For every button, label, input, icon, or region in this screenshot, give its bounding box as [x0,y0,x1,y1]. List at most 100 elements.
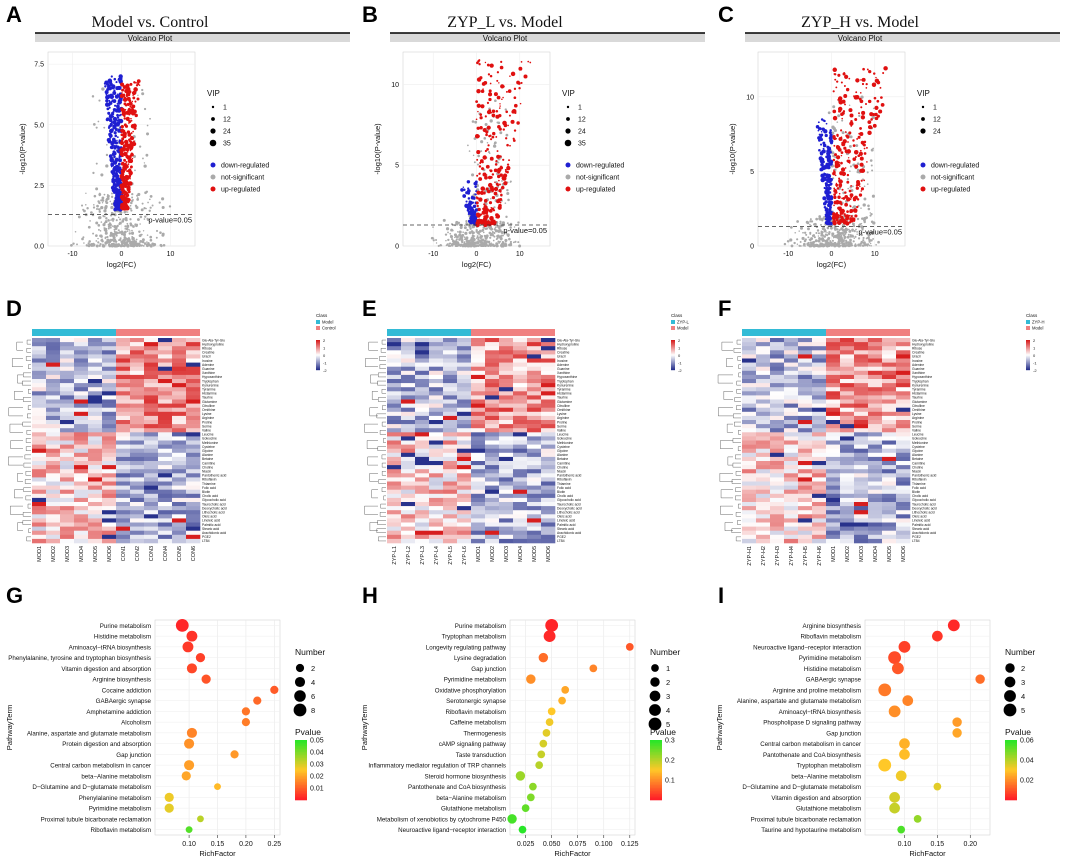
heatmap-cell [415,473,429,477]
data-point [861,245,863,247]
heatmap-cell [186,428,200,432]
heatmap-cell [854,490,868,494]
heatmap-cell [401,441,415,445]
data-point [850,165,852,167]
data-point [121,241,123,243]
x-tick-label: 0 [830,251,834,258]
heatmap-cell [60,514,74,518]
heatmap-cell [46,379,60,383]
heatmap-cell [443,539,457,543]
data-point [121,190,123,192]
heatmap-cell [116,449,130,453]
data-point [858,112,860,114]
heatmap-cell [485,420,499,424]
data-point [486,227,488,229]
data-point [507,125,509,127]
data-point [500,166,502,168]
heatmap-cell [471,404,485,408]
heatmap-cell [60,527,74,531]
data-point [125,125,128,128]
heatmap-cell [756,420,770,424]
heatmap-cell [60,445,74,449]
data-point [844,85,846,87]
heatmap-cell [784,494,798,498]
heatmap-cell [443,477,457,481]
heatmap-cell [401,502,415,506]
heatmap-cell [144,354,158,358]
data-point [472,235,475,238]
data-point [455,244,458,247]
data-point [122,234,124,236]
data-point [464,226,467,229]
data-point [834,242,836,244]
data-point [848,230,851,233]
heatmap-cell [74,449,88,453]
data-point [111,212,113,214]
data-point [796,220,799,223]
heatmap-cell [798,383,812,387]
heatmap-cell [158,494,172,498]
data-point [450,229,453,232]
data-point [499,127,502,130]
data-point [129,140,131,142]
heatmap-cell [429,539,443,543]
heatmap-cell [186,502,200,506]
heatmap-cell [32,432,46,436]
heatmap-cell [102,527,116,531]
heatmap-cell [541,498,555,502]
heatmap-cell [102,354,116,358]
data-point [93,123,96,126]
heatmap-cell [457,400,471,404]
data-point [509,243,512,246]
heatmap-cell [88,449,102,453]
heatmap-cell [102,391,116,395]
heatmap-cell [415,494,429,498]
data-point [499,221,501,223]
data-point [106,117,109,120]
data-point [131,106,134,109]
data-point [144,216,146,218]
heatmap-cell [742,363,756,367]
heatmap-cell [415,445,429,449]
heatmap-cell [144,461,158,465]
heatmap-cell [812,473,826,477]
data-point [447,232,449,234]
heatmap-cell [513,420,527,424]
data-point [82,209,84,211]
data-point [143,245,145,247]
heatmap-cell [485,523,499,527]
dendro-link [28,406,31,410]
heatmap-cell [742,441,756,445]
heatmap-cell [457,346,471,350]
heatmap-cell [46,391,60,395]
heatmap-cell [130,428,144,432]
data-point [818,237,821,240]
data-point [467,205,471,209]
heatmap-cell [130,441,144,445]
heatmap-cell [812,404,826,408]
chart-title: Model vs. Control [92,14,209,31]
dendro-link [27,340,31,344]
data-point [96,127,98,129]
heatmap-cell [443,379,457,383]
data-point [862,68,865,71]
dendro-link [382,471,386,475]
heatmap-cell [471,416,485,420]
heatmap-cell [541,535,555,539]
data-point [503,85,505,87]
data-point [476,212,480,216]
heatmap-cell [854,371,868,375]
data-point [120,141,124,145]
heatmap-cell [186,510,200,514]
heatmap-cell [429,465,443,469]
heatmap-cell [32,400,46,404]
heatmap-cell [116,428,130,432]
heatmap-cell [46,428,60,432]
heatmap-cell [784,408,798,412]
class-legend-label: not-significant [931,175,974,182]
data-point [850,193,854,197]
data-point [132,96,135,99]
heatmap-cell [513,383,527,387]
dendro-link [370,473,378,481]
heatmap-cell [130,473,144,477]
